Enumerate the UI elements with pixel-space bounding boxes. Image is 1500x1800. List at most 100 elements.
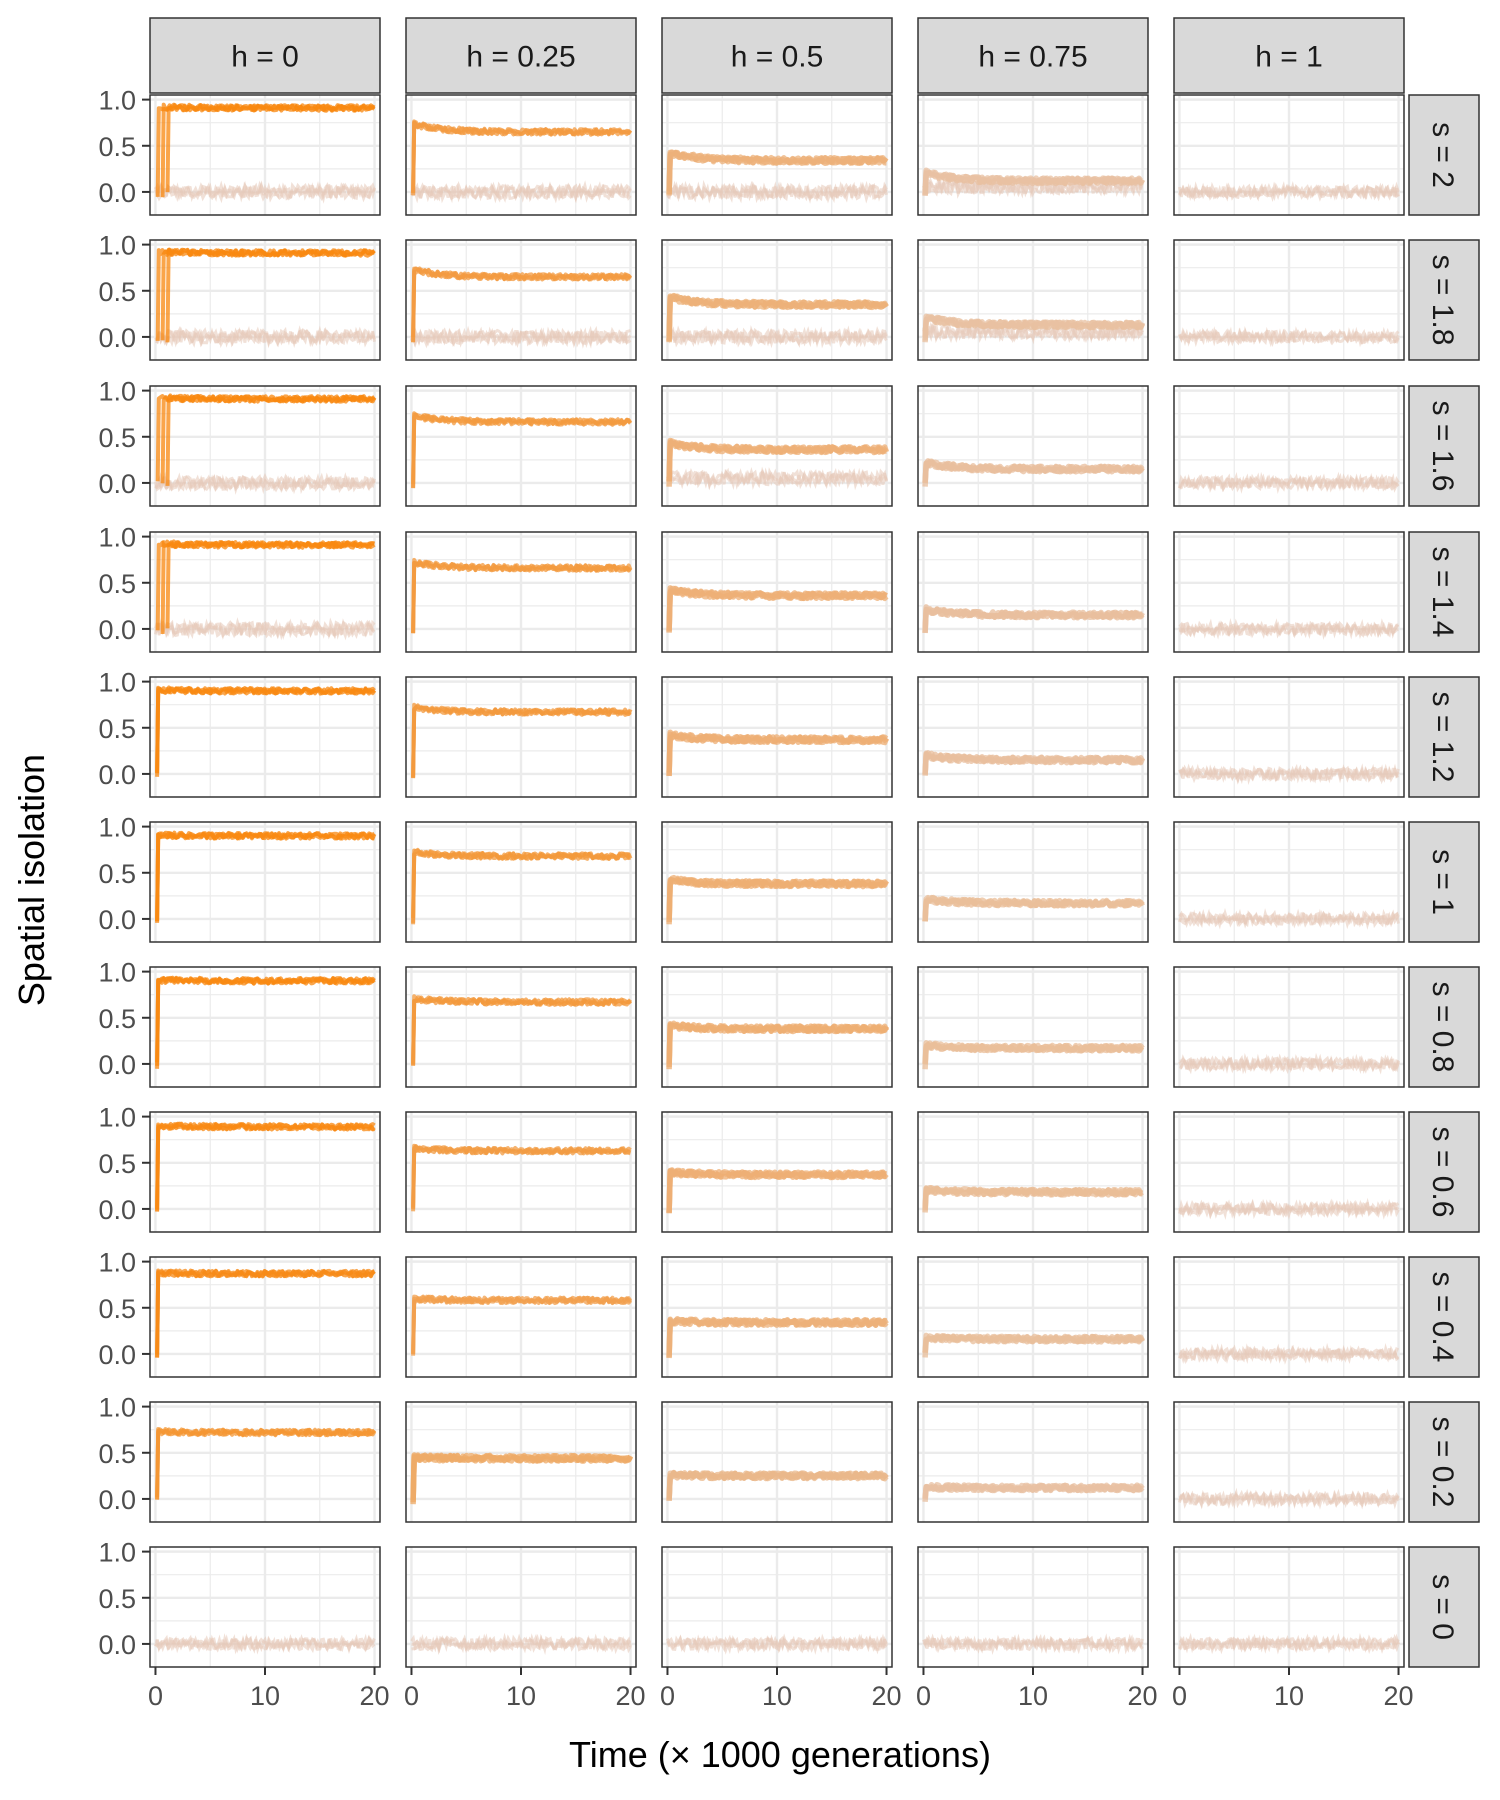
series-line-weak <box>154 471 376 495</box>
panel-border <box>917 531 1149 653</box>
panel-border <box>661 676 893 798</box>
row-strip <box>1408 1401 1480 1523</box>
panel-border <box>917 966 1149 1088</box>
series-line-weak <box>154 617 376 640</box>
panel-border <box>917 385 1149 507</box>
y-tick-label: 1.0 <box>98 813 136 843</box>
series-line-weak <box>666 325 888 348</box>
series-line <box>411 560 633 634</box>
facet-panel <box>661 94 893 216</box>
series-line-weak <box>155 325 376 348</box>
facet-panel <box>405 1546 637 1668</box>
series-line <box>411 119 632 193</box>
column-strip <box>917 17 1149 94</box>
x-tick-label: 20 <box>616 1681 646 1711</box>
facet-panel <box>661 821 893 943</box>
x-tick-label: 20 <box>1384 1681 1414 1711</box>
facet-panel <box>661 1546 893 1668</box>
series-line-weak <box>1178 1052 1400 1075</box>
y-tick-label: 0.5 <box>98 1004 136 1034</box>
facet-panel <box>149 1546 381 1668</box>
series-line <box>155 1122 376 1210</box>
series-line <box>666 149 889 196</box>
row-strip-label: s = 0 <box>1426 1574 1459 1640</box>
row-strip-label: s = 1.8 <box>1426 255 1459 346</box>
series-line <box>666 1167 888 1213</box>
row-strip-label: s = 1.6 <box>1426 401 1459 492</box>
series-line-weak <box>1178 181 1400 202</box>
facet-panel <box>149 821 381 943</box>
column-strip-label: h = 0.5 <box>731 41 824 74</box>
facet-panel <box>1173 385 1405 507</box>
facet-panel <box>917 239 1149 361</box>
y-tick-label: 0.0 <box>98 1630 136 1660</box>
series-line-weak <box>1178 907 1400 929</box>
panel-border <box>405 1111 637 1233</box>
series-line <box>411 995 632 1066</box>
facet-panel <box>1173 1546 1405 1668</box>
facet-panel <box>661 1401 893 1523</box>
series-line <box>922 169 1145 197</box>
series-line-weak <box>1178 1053 1400 1075</box>
series-line <box>165 393 377 486</box>
panel-border <box>405 531 637 653</box>
y-tick-label: 1.0 <box>98 958 136 988</box>
facet-panel <box>1173 1401 1405 1523</box>
series-line-weak <box>666 179 888 204</box>
panel-border <box>917 821 1149 943</box>
series-line-weak <box>1178 472 1399 493</box>
row-strip <box>1408 821 1480 943</box>
y-tick-label: 1.0 <box>98 1538 136 1568</box>
series-line <box>411 412 633 488</box>
series-line-weak <box>154 618 375 641</box>
series-line <box>165 247 375 343</box>
y-tick-label: 0.5 <box>98 277 136 307</box>
series-line <box>666 1021 889 1064</box>
row-strip <box>1408 385 1480 507</box>
facet-panel <box>1173 239 1405 361</box>
facet-panel <box>405 385 637 507</box>
row-strip <box>1408 94 1480 216</box>
series-line-weak <box>1178 1197 1400 1219</box>
facet-panel <box>405 966 637 1088</box>
x-tick-label: 10 <box>762 1681 792 1711</box>
facet-panel <box>149 1256 381 1378</box>
facet-panel <box>661 385 893 507</box>
series-line <box>922 1481 1145 1499</box>
series-line-weak <box>154 1634 376 1655</box>
series-line-weak <box>1178 1488 1400 1509</box>
series-line <box>666 731 890 776</box>
facet-panel <box>917 1546 1149 1668</box>
row-strip <box>1408 676 1480 798</box>
series-line <box>922 751 1145 776</box>
facet-panel <box>149 676 381 798</box>
x-tick-label: 20 <box>360 1681 390 1711</box>
series-line-weak <box>922 1633 1144 1655</box>
panel-border <box>917 94 1149 216</box>
series-line-weak <box>410 1633 632 1655</box>
panel-border <box>405 821 637 943</box>
y-tick-label: 0.0 <box>98 1050 136 1080</box>
y-axis-label: Spatial isolation <box>11 754 52 1006</box>
column-strip-label: h = 1 <box>1255 41 1323 74</box>
x-tick-label: 10 <box>250 1681 280 1711</box>
facet-panel <box>405 1256 637 1378</box>
series-line <box>411 1294 633 1354</box>
y-tick-label: 1.0 <box>98 523 136 553</box>
panel-border <box>149 1256 381 1378</box>
facet-panel <box>1173 1256 1405 1378</box>
panel-border <box>149 1111 381 1233</box>
panel-border <box>917 1401 1149 1523</box>
facet-panel <box>917 531 1149 653</box>
y-tick-label: 1.0 <box>98 1248 136 1278</box>
facet-panel <box>661 239 893 361</box>
facet-panel <box>661 1256 893 1378</box>
y-tick-label: 0.0 <box>98 1340 136 1370</box>
facet-panel <box>149 531 381 653</box>
y-tick-label: 0.5 <box>98 132 136 162</box>
facet-panel <box>405 1401 637 1523</box>
series-line-weak <box>666 1633 888 1655</box>
facet-panel <box>149 1401 381 1523</box>
facet-panel <box>405 676 637 798</box>
series-line <box>922 604 1145 634</box>
